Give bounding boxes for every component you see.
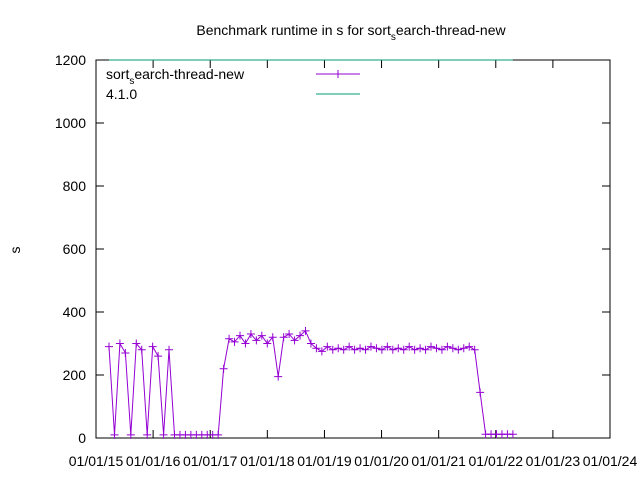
series-0-point-30 <box>268 333 277 342</box>
series-0-point-40 <box>323 342 332 351</box>
series-0-point-62 <box>443 342 452 351</box>
x-tick-label-4: 01/01/19 <box>297 453 352 469</box>
y-axis-label: s <box>7 247 23 254</box>
legend: sortsearch-thread-new 4.1.0 <box>106 66 360 102</box>
y-tick-label-1000: 1000 <box>55 115 86 131</box>
series-0-point-0 <box>105 342 113 351</box>
y-tick-label-600: 600 <box>63 241 87 257</box>
series-0-point-68 <box>476 388 485 397</box>
chart-title-tail: earch-thread-new <box>396 22 507 38</box>
chart-title-main: Benchmark runtime in s for sort <box>196 22 391 38</box>
series-0-point-2 <box>115 339 124 348</box>
series-0-point-43 <box>339 345 348 354</box>
series-0-point-8 <box>148 342 157 351</box>
series-0-point-64 <box>454 345 463 354</box>
series-layer <box>105 59 517 439</box>
series-0-point-59 <box>427 342 436 351</box>
series-0-point-11 <box>165 345 174 354</box>
series-0-point-63 <box>448 344 457 353</box>
series-0-point-52 <box>388 345 397 354</box>
series-0-point-60 <box>432 344 441 353</box>
y-axis: 0 200 400 600 800 1000 1200 <box>55 52 610 446</box>
series-0-point-25 <box>241 339 250 348</box>
y-tick-label-800: 800 <box>63 178 87 194</box>
series-0-point-34 <box>290 336 299 345</box>
series-0-point-1 <box>110 430 119 439</box>
series-0-point-61 <box>437 345 446 354</box>
y-tick-label-1200: 1200 <box>55 52 86 68</box>
series-0-point-65 <box>459 344 468 353</box>
series-0-point-42 <box>334 344 343 353</box>
y-tick-label-0: 0 <box>78 430 86 446</box>
series-0-point-58 <box>421 345 430 354</box>
series-0-point-27 <box>252 336 261 345</box>
x-tick-label-5: 01/01/20 <box>354 453 409 469</box>
series-0-point-22 <box>225 334 234 343</box>
series-0-point-4 <box>126 430 135 439</box>
legend-label-4-1-0: 4.1.0 <box>106 86 137 102</box>
series-0-point-44 <box>345 342 354 351</box>
plot-frame <box>95 59 611 439</box>
x-tick-label-3: 01/01/18 <box>240 453 295 469</box>
y-tick-label-400: 400 <box>63 304 87 320</box>
series-0-point-37 <box>306 339 315 348</box>
series-0-point-29 <box>263 339 272 348</box>
legend-label-sort-subscript: s <box>129 76 134 87</box>
x-tick-label-0: 01/01/15 <box>69 453 124 469</box>
legend-label-sort-main: sort <box>106 66 129 82</box>
series-0-point-56 <box>410 345 419 354</box>
legend-label-sort: sortsearch-thread-new <box>106 66 245 87</box>
legend-swatch-sort-marker <box>334 70 342 78</box>
series-0-point-23 <box>230 337 239 346</box>
series-0-point-66 <box>465 342 474 351</box>
y-tick-label-200: 200 <box>63 367 87 383</box>
x-tick-label-8: 01/01/23 <box>526 453 581 469</box>
x-tick-label-6: 01/01/21 <box>411 453 466 469</box>
series-0-point-46 <box>356 344 365 353</box>
series-0-point-24 <box>235 331 244 340</box>
series-0-point-21 <box>219 364 228 373</box>
series-0-point-31 <box>274 372 283 381</box>
series-0-point-39 <box>317 347 326 356</box>
x-tick-label-9: 01/01/24 <box>583 453 638 469</box>
series-0-point-33 <box>285 330 294 339</box>
chart-title-subscript: s <box>391 32 396 43</box>
series-0-point-49 <box>372 344 381 353</box>
legend-label-sort-tail: earch-thread-new <box>134 66 245 82</box>
series-0-point-10 <box>159 430 168 439</box>
plot-area <box>95 59 611 439</box>
series-0-point-57 <box>416 344 425 353</box>
series-0-point-45 <box>350 345 359 354</box>
chart-title: Benchmark runtime in s for sortsearch-th… <box>196 22 506 43</box>
series-0-point-7 <box>143 430 152 439</box>
series-0-point-50 <box>377 345 386 354</box>
series-0-point-74 <box>508 430 517 439</box>
series-0-point-48 <box>366 342 375 351</box>
series-0-point-38 <box>312 344 321 353</box>
x-tick-label-1: 01/01/16 <box>126 453 181 469</box>
series-0-point-20 <box>214 430 223 439</box>
x-tick-label-2: 01/01/17 <box>183 453 238 469</box>
x-tick-label-7: 01/01/22 <box>469 453 524 469</box>
series-0-point-36 <box>301 326 310 335</box>
series-0-point-41 <box>328 345 337 354</box>
series-0-point-3 <box>121 348 130 357</box>
series-0-point-9 <box>154 352 163 361</box>
series-0-point-28 <box>257 331 266 340</box>
series-0-point-26 <box>246 330 255 339</box>
series-0-point-55 <box>405 342 414 351</box>
series-0-point-47 <box>361 345 370 354</box>
series-0-point-67 <box>470 345 479 354</box>
series-0-point-51 <box>383 342 392 351</box>
series-0 <box>105 326 517 439</box>
x-axis: 01/01/15 01/01/16 01/01/17 01/01/18 01/01/19… <box>69 60 638 469</box>
series-0-point-5 <box>132 339 141 348</box>
series-0-point-54 <box>399 345 408 354</box>
series-0-point-35 <box>296 331 305 340</box>
series-0-point-32 <box>279 333 288 342</box>
series-0-point-6 <box>137 345 146 354</box>
series-0-point-53 <box>394 344 403 353</box>
